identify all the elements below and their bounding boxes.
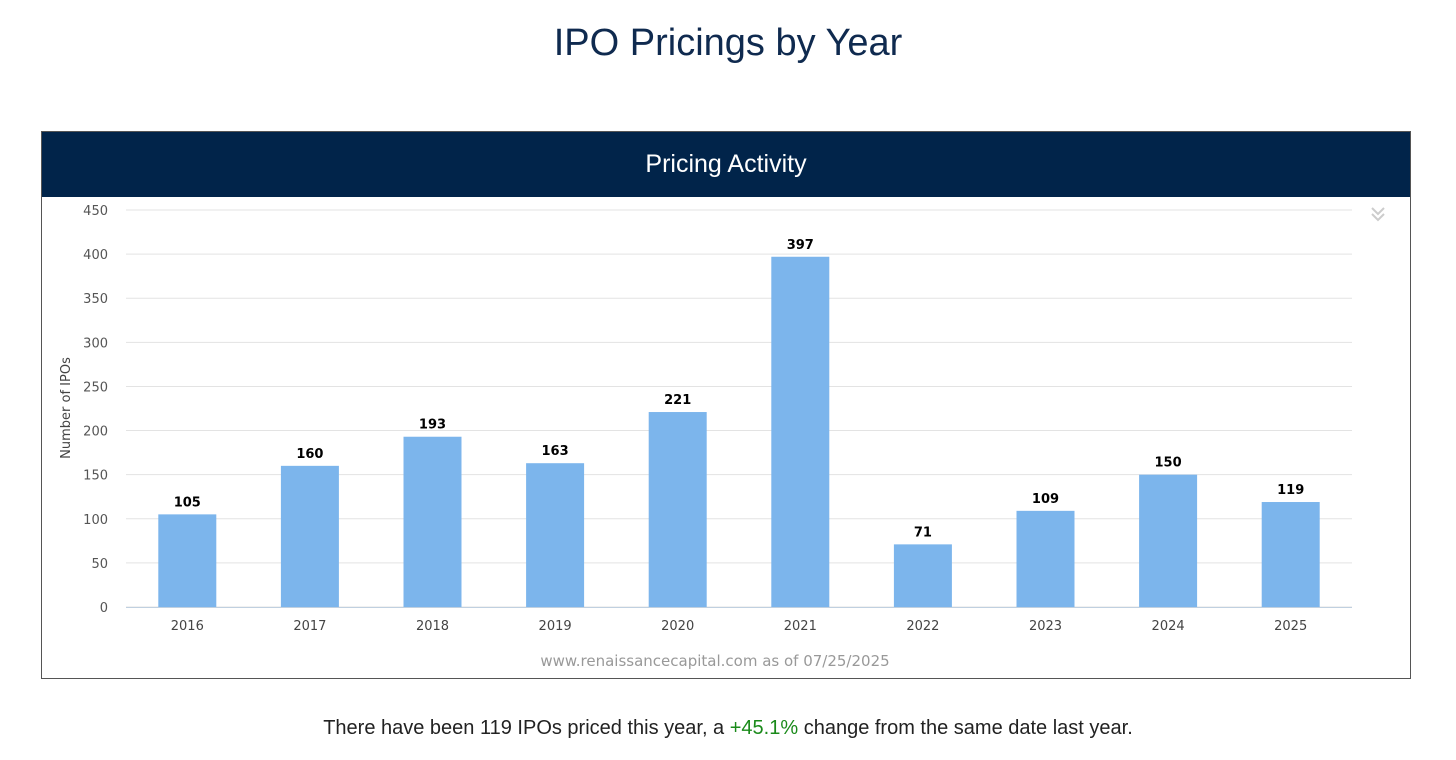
page-title: IPO Pricings by Year bbox=[553, 22, 903, 64]
double-chevron-down-icon[interactable] bbox=[1371, 207, 1385, 222]
x-tick-label: 2017 bbox=[293, 619, 326, 634]
data-label: 105 bbox=[174, 495, 201, 510]
x-tick-label: 2020 bbox=[661, 619, 694, 634]
bar-2017[interactable] bbox=[280, 465, 339, 607]
bar-chart: 0 50 100 150 200 250 300 350 400 450 Number of IPO… bbox=[59, 204, 1385, 670]
y-tick-label: 350 bbox=[83, 292, 108, 307]
x-tick-label: 2019 bbox=[539, 619, 572, 634]
data-label: 71 bbox=[914, 525, 932, 540]
bar-2016[interactable] bbox=[158, 514, 217, 607]
bar-2018[interactable] bbox=[403, 436, 462, 607]
x-tick-label: 2016 bbox=[171, 619, 204, 634]
y-tick-label: 0 bbox=[100, 601, 108, 616]
y-tick-label: 450 bbox=[83, 204, 108, 219]
y-tick-label: 50 bbox=[91, 557, 108, 572]
bar-2022[interactable] bbox=[893, 544, 952, 607]
x-tick-label: 2021 bbox=[784, 619, 817, 634]
x-tick-label: 2018 bbox=[416, 619, 449, 634]
y-axis-title: Number of IPOs bbox=[59, 357, 74, 459]
x-tick-label: 2022 bbox=[906, 619, 939, 634]
y-tick-label: 100 bbox=[83, 513, 108, 528]
x-tick-label: 2025 bbox=[1274, 619, 1307, 634]
y-tick-label: 200 bbox=[83, 425, 108, 440]
y-tick-label: 400 bbox=[83, 248, 108, 263]
data-label: 119 bbox=[1277, 483, 1304, 498]
x-tick-label: 2023 bbox=[1029, 619, 1062, 634]
data-label: 397 bbox=[787, 238, 814, 253]
summary-text: There have been 119 IPOs priced this yea… bbox=[0, 717, 1456, 740]
data-label: 150 bbox=[1155, 456, 1182, 471]
data-label: 193 bbox=[419, 418, 446, 433]
change-value: +45.1% bbox=[729, 717, 799, 739]
y-tick-label: 300 bbox=[83, 336, 108, 351]
summary-prefix: There have been 119 IPOs priced this yea… bbox=[323, 717, 730, 739]
data-label: 221 bbox=[664, 393, 691, 408]
chart-header: Pricing Activity bbox=[42, 132, 1410, 197]
bar-2019[interactable] bbox=[526, 463, 585, 607]
y-tick-label: 150 bbox=[83, 469, 108, 484]
bar-2023[interactable] bbox=[1016, 510, 1075, 607]
bar-2021[interactable] bbox=[771, 256, 830, 607]
x-tick-label: 2024 bbox=[1152, 619, 1185, 634]
bar-2025[interactable] bbox=[1261, 502, 1320, 607]
chart-credit[interactable]: www.renaissancecapital.com as of 07/25/2… bbox=[540, 652, 889, 670]
data-label: 160 bbox=[296, 447, 323, 462]
bar-2020[interactable] bbox=[648, 412, 707, 607]
summary-suffix: change from the same date last year. bbox=[798, 717, 1133, 739]
y-tick-label: 250 bbox=[83, 380, 108, 395]
data-label: 109 bbox=[1032, 492, 1059, 507]
bar-2024[interactable] bbox=[1139, 474, 1198, 607]
chart-panel: Pricing Activity bbox=[41, 131, 1411, 679]
data-label: 163 bbox=[542, 444, 569, 459]
